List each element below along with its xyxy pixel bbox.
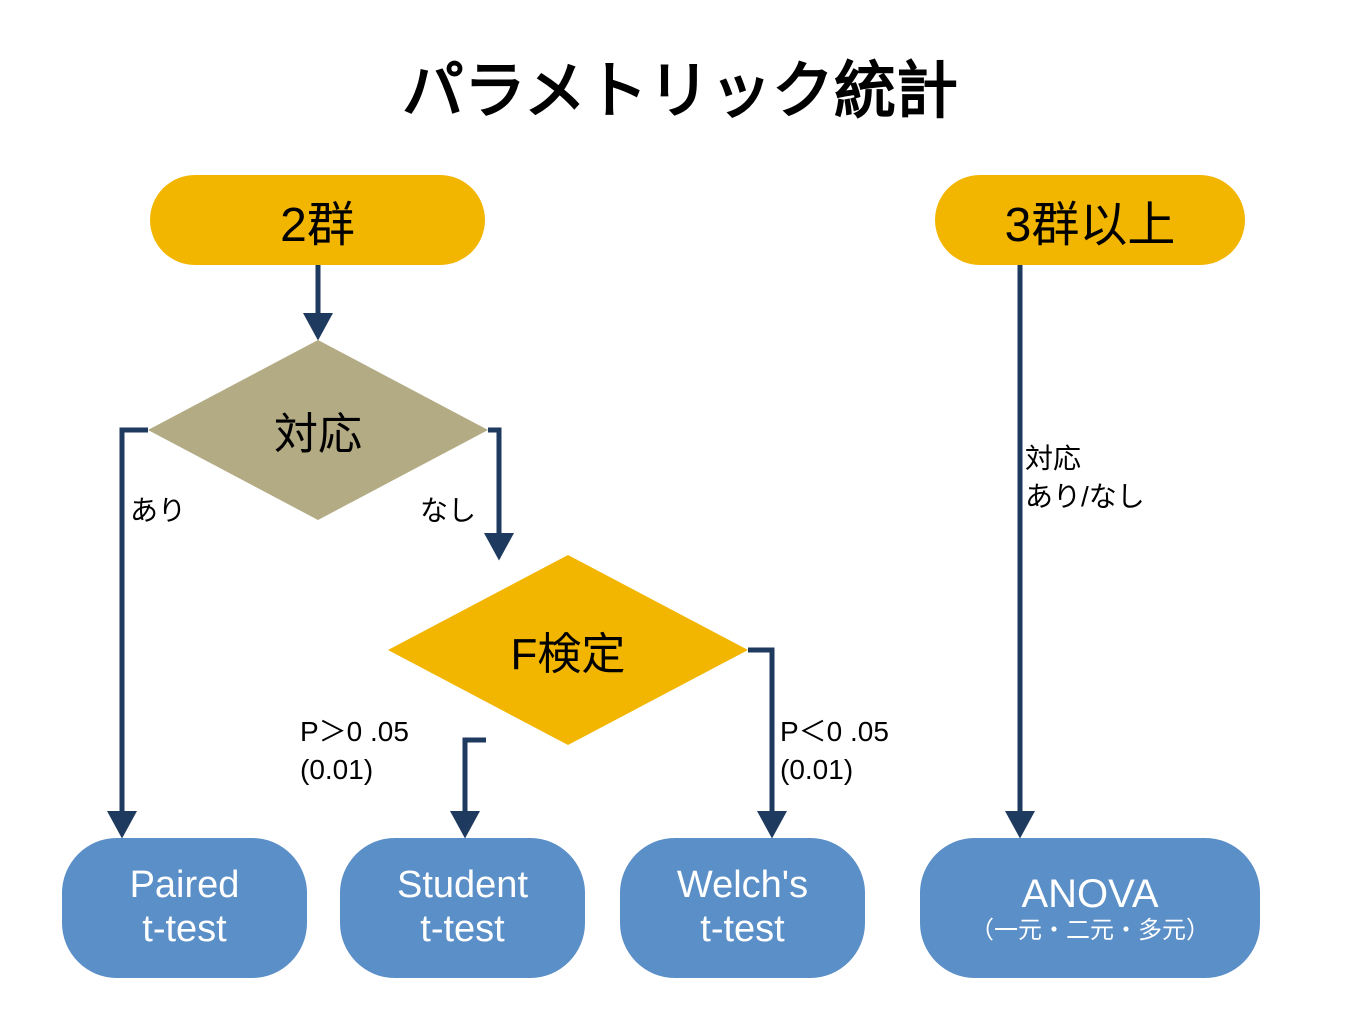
node-two-group-label: 2群 bbox=[280, 185, 355, 255]
node-anova-line1: ANOVA bbox=[1021, 871, 1158, 917]
node-paired-line1: Paired bbox=[130, 864, 240, 908]
node-two-group: 2群 bbox=[150, 175, 485, 265]
edge-label-p-gt: P＞0 .05 (0.01) bbox=[300, 713, 409, 789]
edge-label-p-lt-line2: (0.01) bbox=[780, 751, 889, 789]
edge-label-p-lt: P＜0 .05 (0.01) bbox=[780, 713, 889, 789]
node-welch-line2: t-test bbox=[700, 908, 784, 952]
node-student-line1: Student bbox=[397, 864, 528, 908]
node-student: Student t-test bbox=[340, 838, 585, 978]
page-title: パラメトリック統計 bbox=[0, 40, 1360, 130]
edge-label-nashi: なし bbox=[420, 492, 476, 530]
node-welch: Welch's t-test bbox=[620, 838, 865, 978]
edge-label-p-gt-line2: (0.01) bbox=[300, 751, 409, 789]
edge-label-taiou-line1: 対応 bbox=[1025, 440, 1145, 478]
edge-label-taiou-arinashi: 対応 あり/なし bbox=[1025, 440, 1145, 516]
node-welch-line1: Welch's bbox=[677, 864, 808, 908]
node-ftest-label: F検定 bbox=[388, 555, 748, 745]
node-paired: Paired t-test bbox=[62, 838, 307, 978]
edge-label-p-lt-line1: P＜0 .05 bbox=[780, 713, 889, 751]
node-three-group-label: 3群以上 bbox=[1005, 185, 1176, 255]
node-ftest: F検定 bbox=[388, 555, 748, 745]
edge-label-ari: あり bbox=[130, 492, 186, 530]
node-anova: ANOVA （一元・二元・多元） bbox=[920, 838, 1260, 978]
edge-label-p-gt-line1: P＞0 .05 bbox=[300, 713, 409, 751]
node-anova-line2: （一元・二元・多元） bbox=[970, 917, 1210, 945]
node-paired-line2: t-test bbox=[142, 908, 226, 952]
node-student-line2: t-test bbox=[420, 908, 504, 952]
node-three-group: 3群以上 bbox=[935, 175, 1245, 265]
edge-label-taiou-line2: あり/なし bbox=[1025, 478, 1145, 516]
